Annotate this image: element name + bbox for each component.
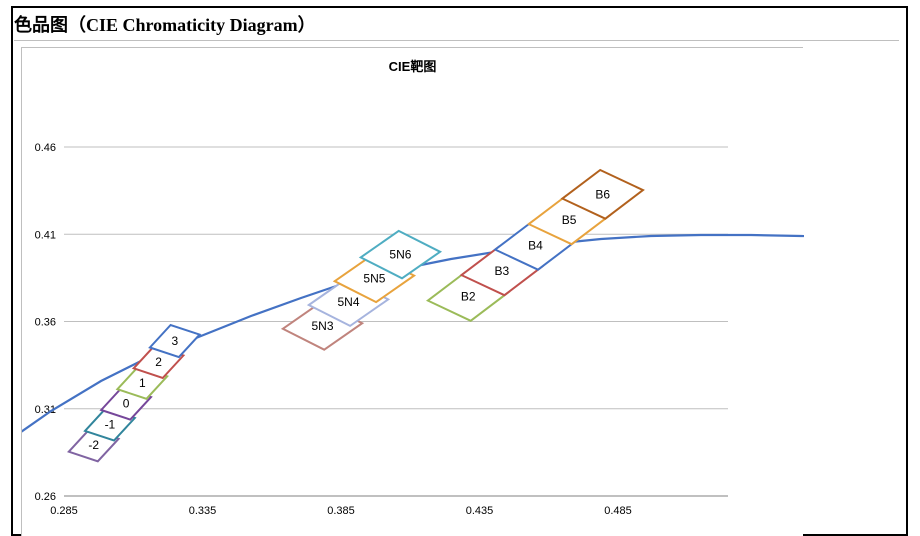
svg-text:0: 0 bbox=[123, 397, 130, 411]
svg-text:0.285: 0.285 bbox=[50, 505, 78, 517]
svg-text:0.41: 0.41 bbox=[35, 229, 56, 241]
svg-text:5N6: 5N6 bbox=[389, 248, 411, 262]
svg-text:2: 2 bbox=[155, 355, 162, 369]
svg-text:-1: -1 bbox=[105, 417, 116, 431]
svg-text:B4: B4 bbox=[528, 238, 543, 252]
svg-text:3: 3 bbox=[171, 334, 178, 348]
svg-text:5N4: 5N4 bbox=[337, 295, 359, 309]
svg-text:0.335: 0.335 bbox=[189, 505, 217, 517]
svg-text:B6: B6 bbox=[595, 187, 610, 201]
svg-text:0.36: 0.36 bbox=[35, 317, 56, 329]
svg-text:B3: B3 bbox=[494, 264, 509, 278]
svg-text:-2: -2 bbox=[88, 438, 99, 452]
svg-text:0.46: 0.46 bbox=[35, 142, 56, 154]
svg-text:1: 1 bbox=[139, 376, 146, 390]
svg-text:5N5: 5N5 bbox=[363, 271, 385, 285]
svg-text:0.385: 0.385 bbox=[327, 505, 355, 517]
svg-text:5N3: 5N3 bbox=[311, 319, 333, 333]
svg-text:0.485: 0.485 bbox=[604, 505, 632, 517]
svg-text:0.26: 0.26 bbox=[35, 491, 56, 503]
svg-text:B2: B2 bbox=[461, 289, 476, 303]
svg-text:0.435: 0.435 bbox=[466, 505, 494, 517]
svg-text:B5: B5 bbox=[562, 213, 577, 227]
